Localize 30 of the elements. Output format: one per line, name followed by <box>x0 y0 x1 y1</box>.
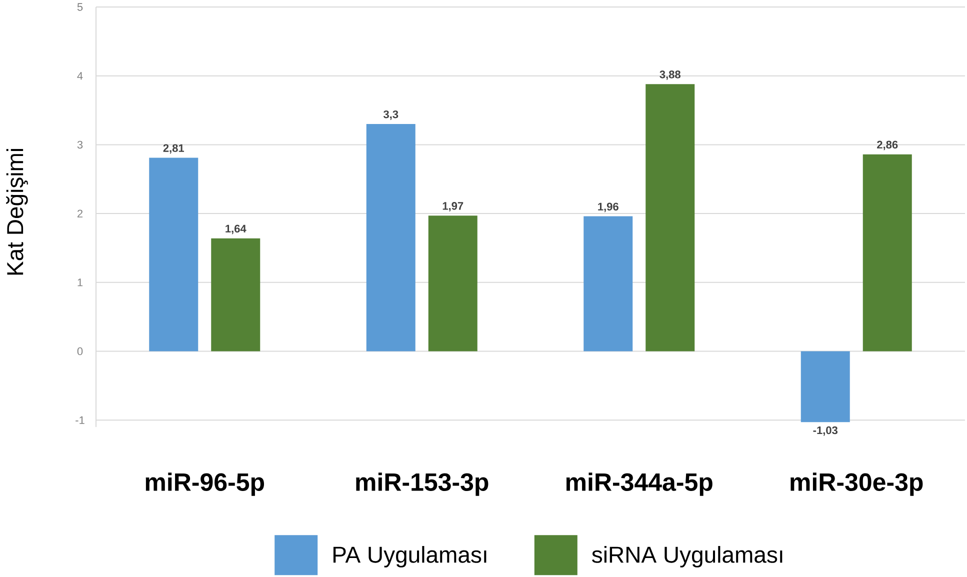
data-label: 2,81 <box>163 144 184 154</box>
y-tick-label: 1 <box>78 278 83 286</box>
data-label: 2,86 <box>877 140 898 150</box>
y-tick-label: 4 <box>77 72 83 80</box>
x-tick-label: miR-30e-3p <box>790 472 923 496</box>
bar <box>366 124 416 352</box>
y-tick-label: 2 <box>77 210 83 218</box>
bar <box>800 351 850 422</box>
y-tick-label: 3 <box>77 140 83 149</box>
bar <box>646 84 695 352</box>
y-tick-label: 0 <box>77 347 83 356</box>
data-label: 3,88 <box>660 70 680 80</box>
data-label: -1,03 <box>813 426 838 436</box>
y-tick-label: -1 <box>76 416 84 424</box>
bar <box>862 154 912 352</box>
x-tick-label: miR-344a-5p <box>566 472 712 496</box>
bar <box>149 158 198 352</box>
data-label: 1,96 <box>598 202 618 212</box>
bar <box>211 238 260 352</box>
data-label: 1,97 <box>442 202 464 212</box>
data-label: 3,3 <box>383 110 398 120</box>
bar <box>428 216 478 352</box>
bar <box>584 216 633 352</box>
y-axis-title: Kat Değişimi <box>6 148 28 275</box>
legend-label: siRNA Uygulaması <box>592 546 782 568</box>
legend-label: PA Uygulaması <box>333 546 486 568</box>
y-tick-label: 5 <box>77 3 83 11</box>
x-tick-label: miR-96-5p <box>146 472 264 496</box>
data-label: 1,64 <box>226 224 246 234</box>
x-tick-label: miR-153-3p <box>356 472 488 496</box>
